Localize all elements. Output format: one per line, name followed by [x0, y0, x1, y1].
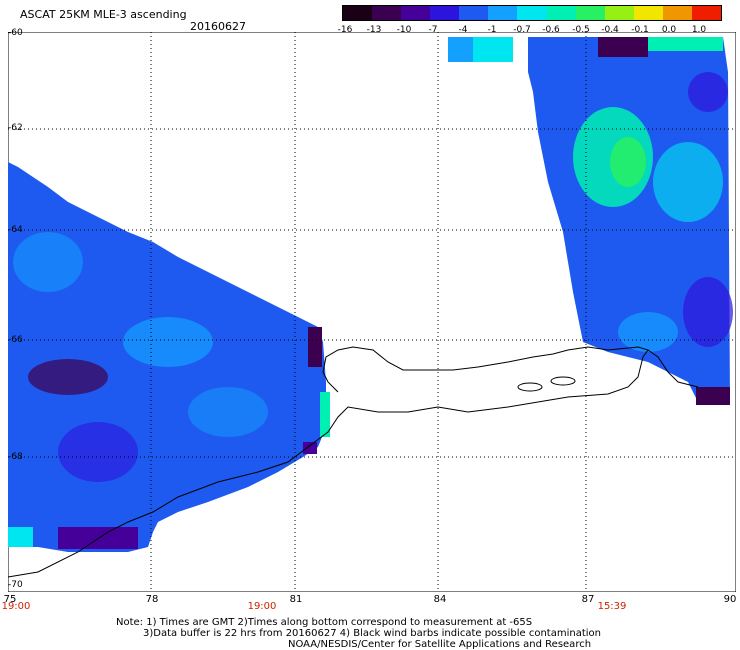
right-swath-patch [448, 37, 473, 62]
lat-label: -64 [8, 225, 23, 235]
colorbar-cell [546, 6, 576, 20]
note-line-2: 3)Data buffer is 22 hrs from 20160627 4)… [143, 628, 601, 639]
time-label: 15:39 [597, 601, 627, 612]
lon-label: 90 [723, 594, 737, 605]
chart-title: ASCAT 25KM MLE-3 ascending [20, 8, 187, 21]
colorbar-cell [633, 6, 663, 20]
lat-label: -70 [8, 580, 23, 590]
left-swath-patch [13, 232, 83, 292]
colorbar-cell [691, 6, 722, 20]
note-line-1: Note: 1) Times are GMT 2)Times along bot… [116, 617, 533, 628]
lat-label: -66 [8, 335, 23, 345]
chart-date: 20160627 [190, 20, 246, 33]
colorbar-label: -1 [487, 25, 497, 35]
note-line-3: NOAA/NESDIS/Center for Satellite Applica… [288, 639, 592, 650]
lon-label: 81 [289, 594, 303, 605]
lon-label: 84 [433, 594, 447, 605]
map-plot [8, 32, 736, 592]
colorbar-labels: -16 -13 -10 -7 -4 -1 -0.7 -0.6 -0.5 -0.4… [330, 25, 730, 37]
left-swath-patch [303, 442, 317, 454]
colorbar-label: -4 [458, 25, 468, 35]
time-label: 19:00 [247, 601, 277, 612]
left-swath-patch [8, 527, 33, 547]
time-label: 19:00 [1, 601, 31, 612]
lon-label: 75 [3, 594, 17, 605]
lat-label: -68 [8, 452, 23, 462]
lon-label: 78 [145, 594, 159, 605]
lat-label: -60 [8, 28, 23, 38]
colorbar-label: -0.6 [542, 25, 560, 35]
left-swath-patch [58, 527, 138, 549]
colorbar-label: -16 [337, 25, 353, 35]
right-swath-patch [688, 72, 728, 112]
colorbar-label: 1.0 [691, 25, 707, 35]
right-swath [528, 37, 730, 402]
colorbar-label: -0.5 [572, 25, 590, 35]
colorbar-label: -0.4 [601, 25, 619, 35]
island [550, 376, 576, 386]
colorbar-cell [517, 6, 547, 20]
island [517, 382, 543, 392]
left-swath-patch [123, 317, 213, 367]
colorbar-cell [575, 6, 605, 20]
colorbar-cell [343, 6, 373, 20]
colorbar-cell [430, 6, 460, 20]
lat-label: -62 [8, 123, 23, 133]
right-swath-patch [618, 312, 678, 352]
lon-label: 87 [581, 594, 595, 605]
colorbar-cell [401, 6, 431, 20]
right-swath-patch [648, 37, 723, 51]
colorbar-cell [488, 6, 518, 20]
right-swath-patch [683, 277, 733, 347]
right-swath-patch [598, 37, 648, 57]
left-swath-patch [188, 387, 268, 437]
left-swath-patch [28, 359, 108, 395]
right-swath-patch [653, 142, 723, 222]
colorbar [342, 5, 722, 21]
colorbar-label: -0.7 [513, 25, 531, 35]
left-swath-patch [58, 422, 138, 482]
colorbar-label: 0.0 [661, 25, 677, 35]
left-swath-patch [308, 327, 322, 367]
colorbar-cell [662, 6, 692, 20]
colorbar-cell [372, 6, 402, 20]
colorbar-label: -7 [428, 25, 438, 35]
coastline-extension [647, 349, 699, 388]
grid [8, 32, 736, 592]
right-swath-patch [610, 137, 646, 187]
colorbar-label: -10 [396, 25, 412, 35]
colorbar-label: -13 [366, 25, 382, 35]
right-swath-patch [473, 37, 513, 62]
colorbar-cell [459, 6, 489, 20]
coastline [8, 346, 649, 578]
colorbar-cell [604, 6, 634, 20]
colorbar-label: -0.1 [631, 25, 649, 35]
left-swath-patch [320, 392, 330, 437]
right-swath-patch [696, 387, 730, 405]
